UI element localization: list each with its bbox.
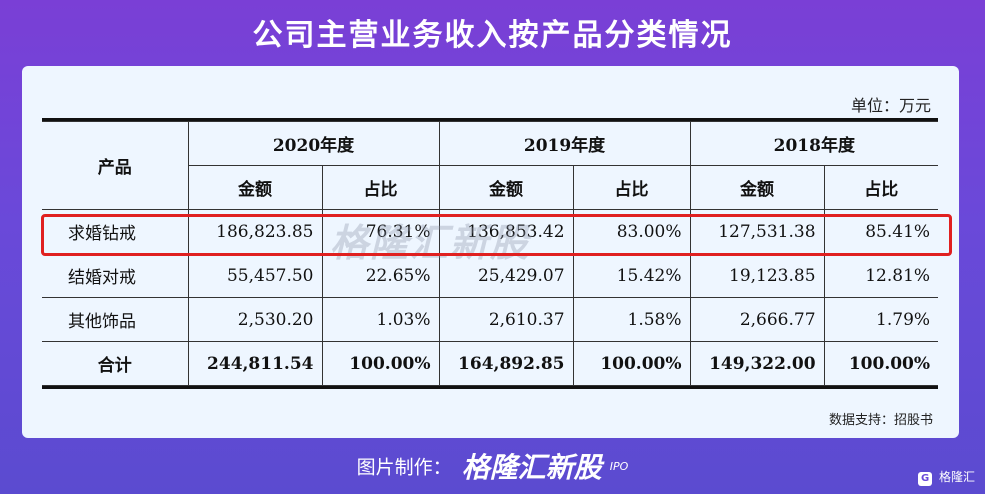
share-cell: 22.65% [321,253,440,298]
share-cell: 83.00% [572,209,691,254]
table-card: 单位：万元 产品 2020年度 2019年度 2018年度 金额 占比 金额 占… [22,66,959,438]
share-header: 占比 [321,165,440,210]
share-cell: 100.00% [321,341,440,386]
table-row: 结婚对戒 55,457.50 22.65% 25,429.07 15.42% 1… [42,253,939,298]
revenue-table-wrapper: 产品 2020年度 2019年度 2018年度 金额 占比 金额 占比 金额 占… [42,118,939,389]
year-header-2020: 2020年度 [187,121,440,166]
amount-cell: 127,531.38 [689,209,825,254]
header-row-years: 产品 2020年度 2019年度 2018年度 [42,121,939,210]
product-cell: 其他饰品 [42,297,189,342]
share-cell: 12.81% [823,253,939,298]
unit-label: 单位：万元 [850,96,931,115]
share-cell: 1.58% [572,297,691,342]
share-cell: 76.31% [321,209,440,254]
amount-cell: 2,666.77 [689,297,825,342]
corner-logo: G 格隆汇 [918,468,975,486]
amount-cell: 19,123.85 [689,253,825,298]
product-header: 产品 [42,121,189,210]
amount-cell: 2,530.20 [187,297,323,342]
year-header-2018: 2018年度 [689,121,939,166]
year-header-2019: 2019年度 [438,121,691,166]
amount-header: 金额 [689,165,825,210]
logo-icon: G [918,472,933,486]
amount-cell: 136,853.42 [438,209,574,254]
footer-brand-suffix: IPO [609,459,629,473]
total-row: 合计 244,811.54 100.00% 164,892.85 100.00%… [42,341,939,386]
revenue-table: 产品 2020年度 2019年度 2018年度 金额 占比 金额 占比 金额 占… [42,121,939,386]
amount-header: 金额 [438,165,574,210]
amount-header: 金额 [188,165,323,210]
table-row: 求婚钻戒 186,823.85 76.31% 136,853.42 83.00%… [42,209,939,254]
amount-cell: 186,823.85 [187,209,323,254]
corner-logo-text: 格隆汇 [938,470,975,484]
footer-label: 图片制作： [356,456,452,479]
share-cell: 1.03% [321,297,440,342]
share-header: 占比 [823,165,939,210]
footer-credit: 图片制作： 格隆汇新股 IPO [0,446,985,492]
table-row: 其他饰品 2,530.20 1.03% 2,610.37 1.58% 2,666… [42,297,939,342]
page-title: 公司主营业务收入按产品分类情况 [252,18,733,53]
share-cell: 100.00% [823,341,939,386]
share-cell: 85.41% [823,209,939,254]
total-label: 合计 [42,341,189,386]
share-header: 占比 [572,165,691,210]
share-cell: 100.00% [572,341,691,386]
amount-cell: 149,322.00 [689,341,825,386]
product-cell: 求婚钻戒 [42,209,189,254]
share-cell: 15.42% [572,253,691,298]
footer-brand: 格隆汇新股 [461,451,602,484]
amount-cell: 25,429.07 [438,253,574,298]
amount-cell: 55,457.50 [187,253,323,298]
product-cell: 结婚对戒 [42,253,189,298]
amount-cell: 164,892.85 [438,341,574,386]
source-note: 数据支持：招股书 [828,413,933,428]
share-cell: 1.79% [823,297,939,342]
amount-cell: 244,811.54 [187,341,323,386]
amount-cell: 2,610.37 [438,297,574,342]
